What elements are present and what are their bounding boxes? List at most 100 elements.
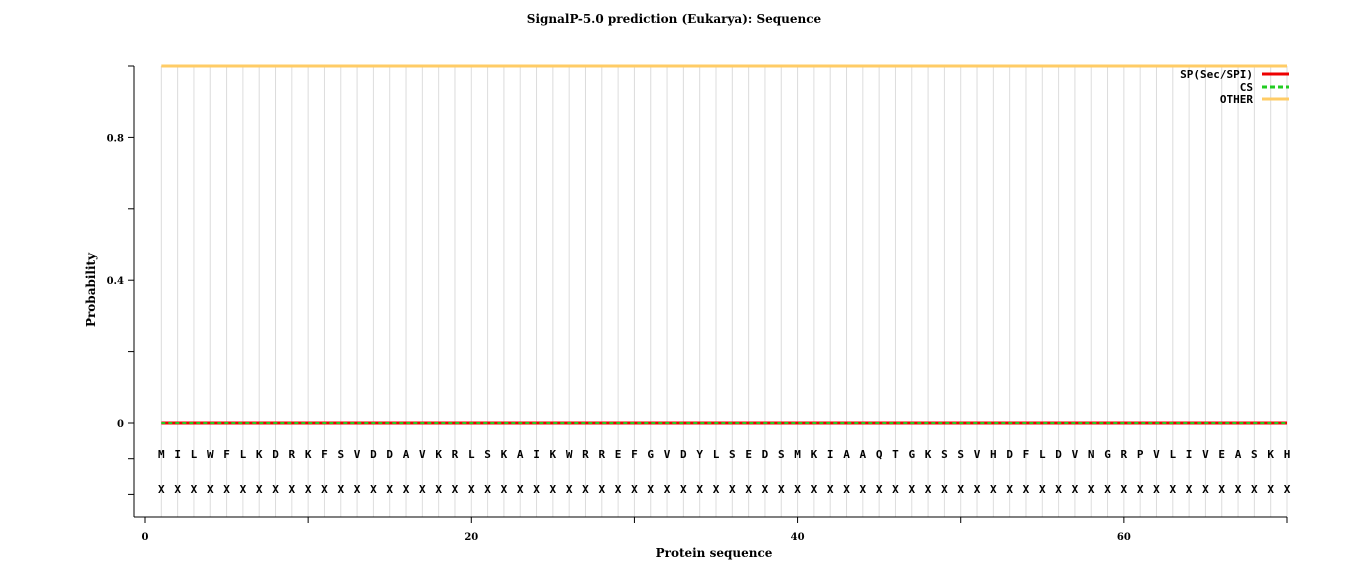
sequence-letter: G bbox=[908, 448, 915, 461]
sequence-letter: A bbox=[1235, 448, 1242, 461]
y-axis-title: Probability bbox=[84, 252, 98, 327]
sequence-letter: V bbox=[1153, 448, 1160, 461]
x-tick-label: 0 bbox=[142, 532, 149, 543]
sequence-marker: X bbox=[1055, 483, 1062, 496]
sequence-letter: N bbox=[1088, 448, 1095, 461]
sequence-marker: X bbox=[974, 483, 981, 496]
sequence-letter: W bbox=[566, 448, 573, 461]
sequence-marker: X bbox=[566, 483, 573, 496]
sequence-letter: K bbox=[811, 448, 818, 461]
sequence-marker: X bbox=[1039, 483, 1046, 496]
y-tick-label: 0.8 bbox=[107, 133, 124, 144]
sequence-letter: D bbox=[1006, 448, 1013, 461]
sequence-marker: X bbox=[843, 483, 850, 496]
sequence-letter: V bbox=[664, 448, 671, 461]
sequence-letter: R bbox=[598, 448, 605, 461]
sequence-marker: X bbox=[321, 483, 328, 496]
x-axis-title: Protein sequence bbox=[656, 546, 773, 560]
sequence-letter: D bbox=[762, 448, 769, 461]
sequence-marker: X bbox=[762, 483, 769, 496]
sequence-marker: X bbox=[1267, 483, 1274, 496]
sequence-marker: X bbox=[354, 483, 361, 496]
sequence-marker: X bbox=[435, 483, 442, 496]
sequence-letter: A bbox=[860, 448, 867, 461]
sequence-letter: D bbox=[272, 448, 279, 461]
sequence-letter: V bbox=[419, 448, 426, 461]
sequence-marker: X bbox=[615, 483, 622, 496]
sequence-letter: L bbox=[1039, 448, 1046, 461]
sequence-marker: X bbox=[1137, 483, 1144, 496]
sequence-letter: K bbox=[1267, 448, 1274, 461]
sequence-letter: K bbox=[435, 448, 442, 461]
sequence-letter: D bbox=[386, 448, 393, 461]
sequence-letter: D bbox=[1055, 448, 1062, 461]
sequence-marker: X bbox=[1006, 483, 1013, 496]
sequence-marker: X bbox=[272, 483, 279, 496]
legend-label: SP(Sec/SPI) bbox=[1180, 68, 1253, 81]
sequence-marker: X bbox=[1202, 483, 1209, 496]
sequence-letter: H bbox=[1284, 448, 1291, 461]
sequence-letter: D bbox=[370, 448, 377, 461]
sequence-marker: X bbox=[289, 483, 296, 496]
sequence-marker: X bbox=[501, 483, 508, 496]
sequence-marker: X bbox=[191, 483, 198, 496]
sequence-letter: E bbox=[615, 448, 622, 461]
sequence-letter: K bbox=[256, 448, 263, 461]
sequence-marker: X bbox=[582, 483, 589, 496]
sequence-marker: X bbox=[827, 483, 834, 496]
sequence-letter: R bbox=[1121, 448, 1128, 461]
sequence-letter: S bbox=[729, 448, 736, 461]
sequence-marker: X bbox=[1088, 483, 1095, 496]
sequence-letter: V bbox=[974, 448, 981, 461]
sequence-marker: X bbox=[745, 483, 752, 496]
sequence-marker: X bbox=[1072, 483, 1079, 496]
sequence-marker: X bbox=[207, 483, 214, 496]
sequence-marker: X bbox=[1235, 483, 1242, 496]
sequence-letter: Q bbox=[876, 448, 883, 461]
sequence-letter: S bbox=[337, 448, 344, 461]
sequence-marker: X bbox=[892, 483, 899, 496]
x-tick-label: 20 bbox=[464, 532, 478, 543]
sequence-letter: M bbox=[158, 448, 165, 461]
sequence-marker: X bbox=[452, 483, 459, 496]
sequence-marker: X bbox=[403, 483, 410, 496]
sequence-marker: X bbox=[860, 483, 867, 496]
sequence-marker: X bbox=[598, 483, 605, 496]
axes: 0 0.4 0.8 0 20 40 60 bbox=[107, 65, 1288, 543]
grid-lines bbox=[160, 66, 1288, 517]
sequence-letter: W bbox=[207, 448, 214, 461]
sequence-letter: F bbox=[321, 448, 328, 461]
sequence-marker: X bbox=[713, 483, 720, 496]
sequence-letter: I bbox=[1186, 448, 1193, 461]
sequence-letter: G bbox=[1104, 448, 1111, 461]
sequence-marker: X bbox=[941, 483, 948, 496]
sequence-letter: L bbox=[1169, 448, 1176, 461]
sequence-letter: K bbox=[550, 448, 557, 461]
sequence-marker: X bbox=[729, 483, 736, 496]
sequence-letter: R bbox=[582, 448, 589, 461]
sequence-letter: K bbox=[925, 448, 932, 461]
sequence-marker: X bbox=[1169, 483, 1176, 496]
sequence-marker: X bbox=[468, 483, 475, 496]
sequence-letter: A bbox=[403, 448, 410, 461]
sequence-letter: P bbox=[1137, 448, 1144, 461]
sequence-letter: K bbox=[305, 448, 312, 461]
sequence-marker: X bbox=[484, 483, 491, 496]
sequence-marker: X bbox=[256, 483, 263, 496]
legend-label: CS bbox=[1240, 81, 1253, 94]
sequence-marker: X bbox=[1284, 483, 1291, 496]
sequence-letter: A bbox=[843, 448, 850, 461]
sequence-letter: D bbox=[680, 448, 687, 461]
sequence-marker: X bbox=[778, 483, 785, 496]
x-tick-label: 60 bbox=[1117, 532, 1131, 543]
sequence-letter: H bbox=[990, 448, 997, 461]
sequence-marker: X bbox=[1121, 483, 1128, 496]
sequence-letter: L bbox=[468, 448, 475, 461]
sequence-letter: F bbox=[223, 448, 230, 461]
sequence-marker: X bbox=[337, 483, 344, 496]
sequence-marker: X bbox=[533, 483, 540, 496]
x-tick-label: 40 bbox=[791, 532, 805, 543]
sequence-letter: R bbox=[452, 448, 459, 461]
